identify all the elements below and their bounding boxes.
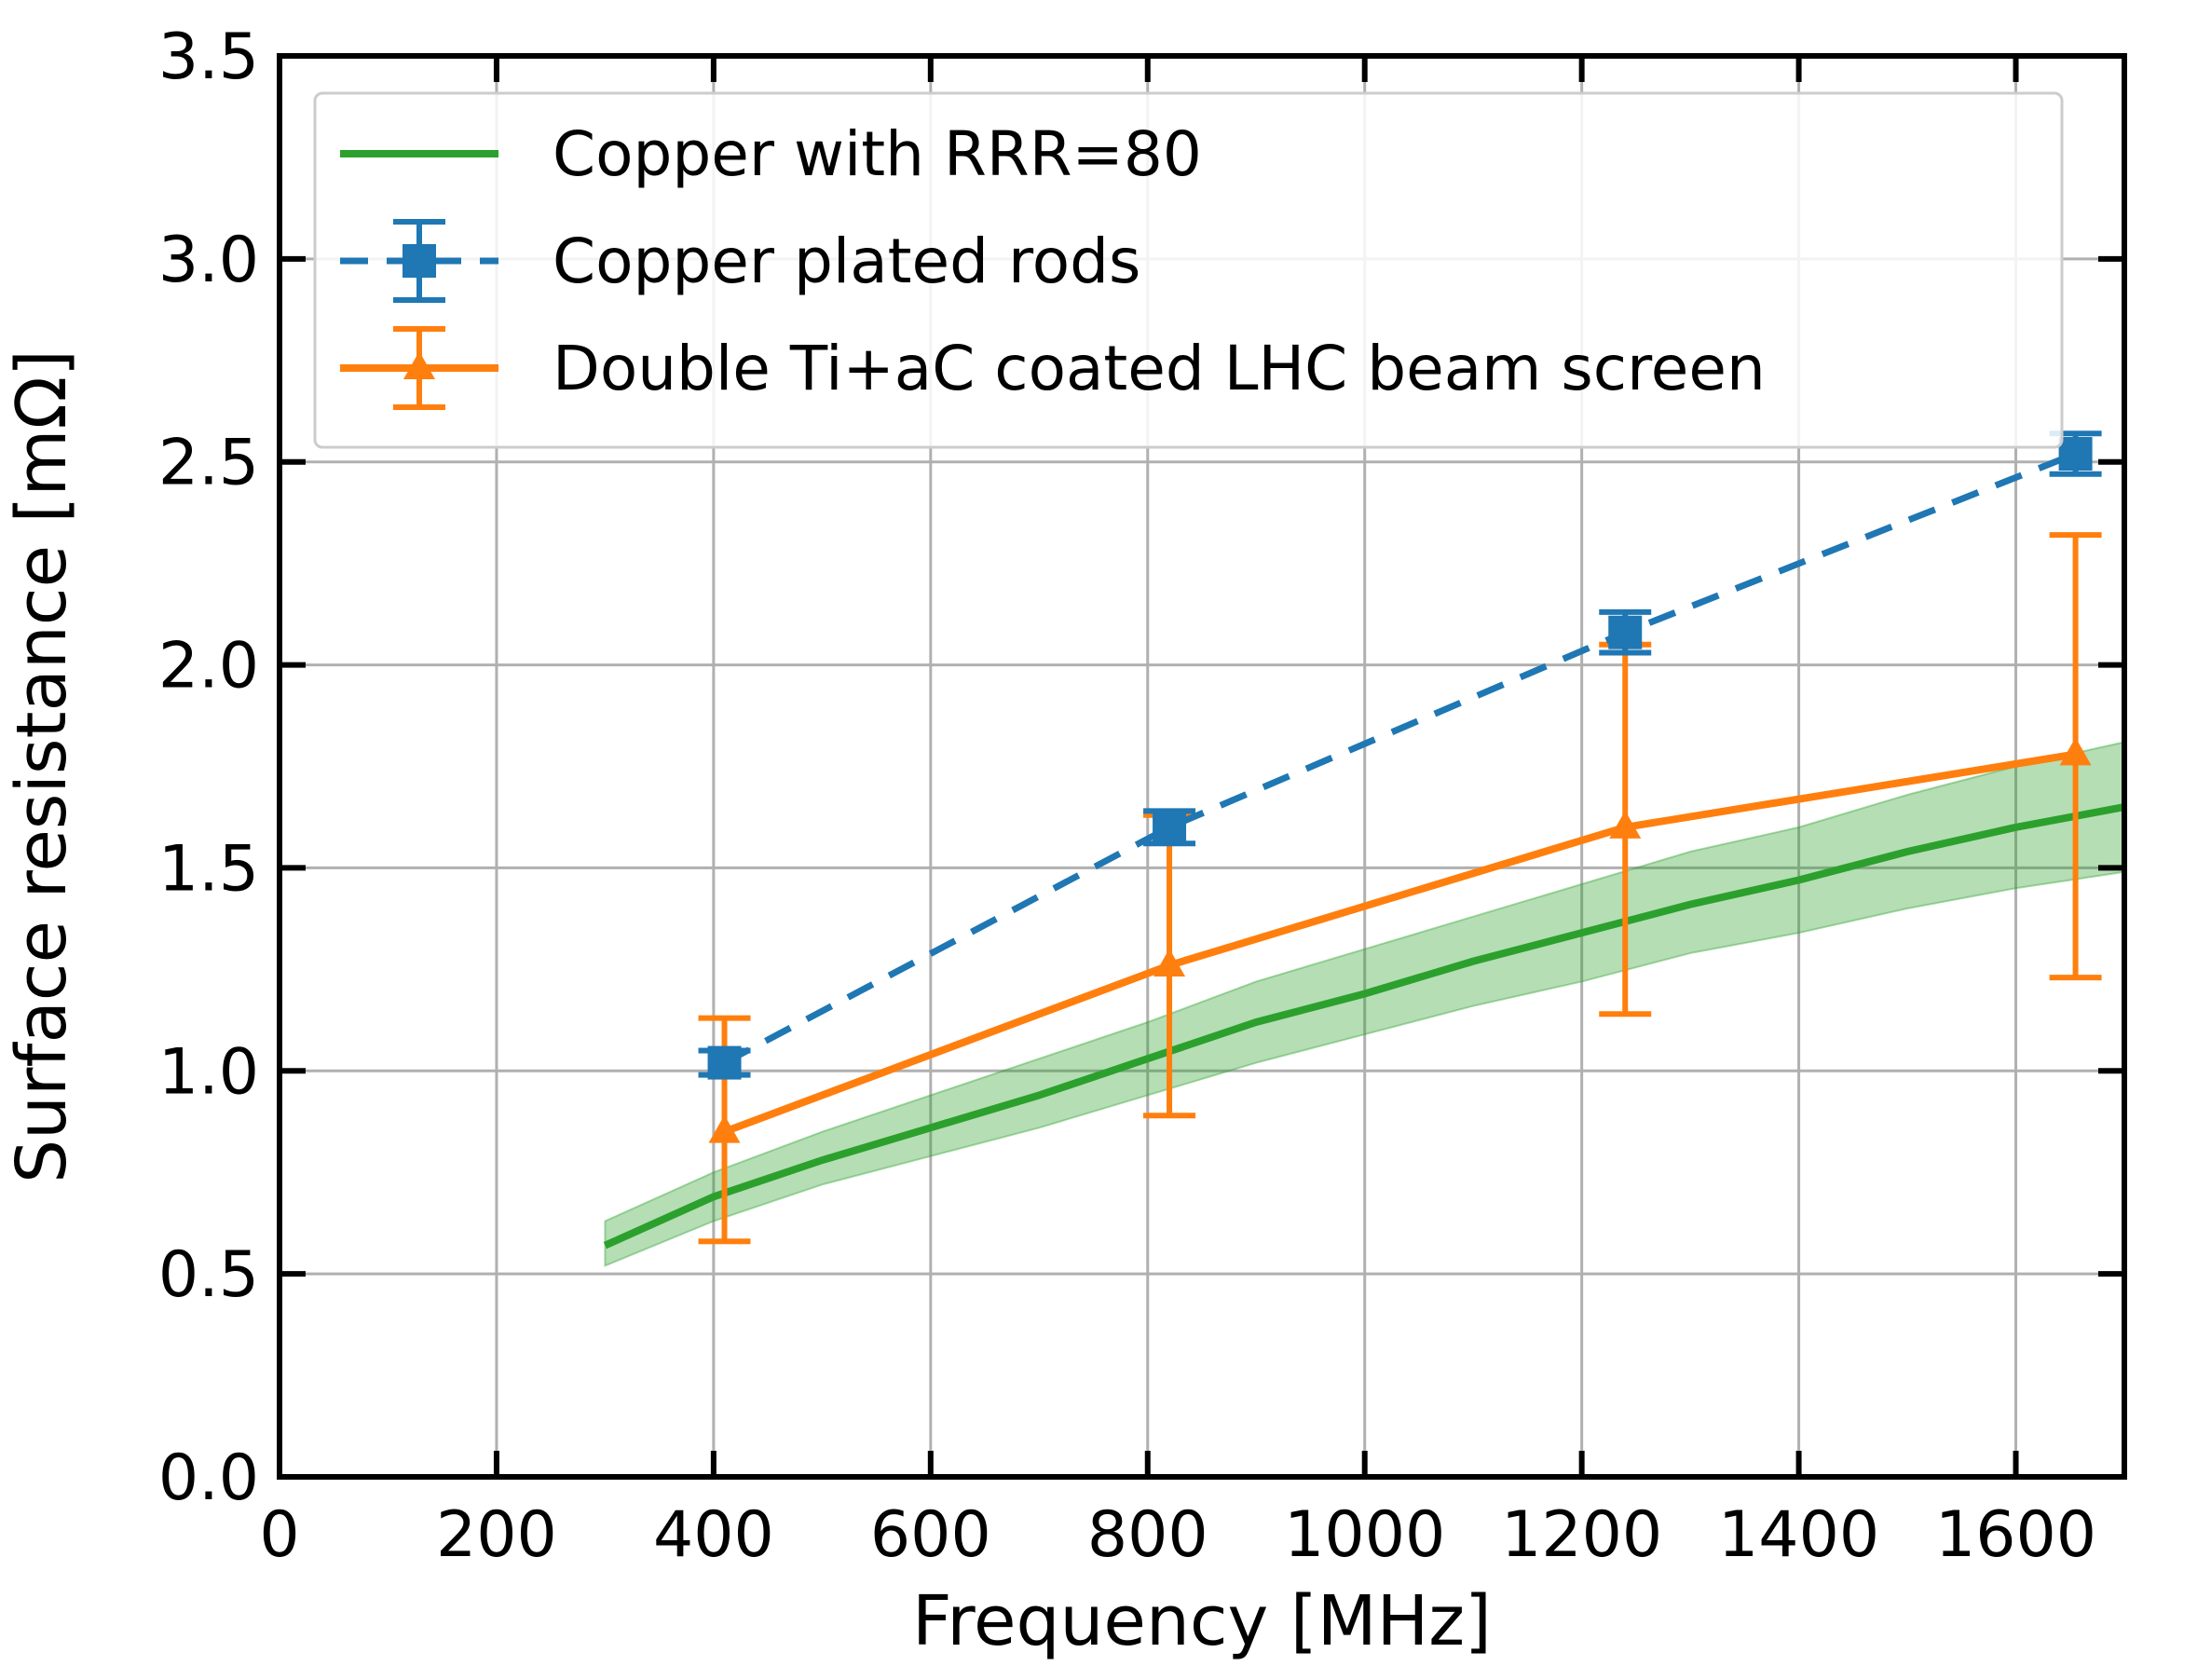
ti-ac-triangle-marker: [1153, 949, 1186, 977]
copper-plated-rods-square-marker: [707, 1045, 742, 1080]
x-tick-label: 1600: [1935, 1498, 2096, 1572]
ti-ac-triangle-marker: [1609, 810, 1642, 839]
x-tick-label: 400: [653, 1498, 774, 1572]
x-tick-label: 1400: [1718, 1498, 1879, 1572]
y-tick-label: 1.5: [158, 832, 259, 906]
series-layer: [603, 430, 2125, 1250]
x-tick-labels: 0 200 400 600 800 1000 1200 1400 1600: [259, 1498, 2096, 1572]
y-axis-title: Surface resistance [mΩ]: [2, 349, 82, 1183]
copper-plated-rods-square-marker: [1153, 810, 1187, 844]
y-tick-labels: 0.0 0.5 1.0 1.5 2.0 2.5 3.0 3.5: [158, 20, 259, 1515]
x-tick-label: 0: [259, 1498, 299, 1572]
ti-ac-triangle-marker: [2059, 737, 2092, 766]
ti-ac-beam-screen-line: [723, 750, 2077, 1136]
y-tick-label: 2.5: [158, 427, 259, 500]
legend-label-ti-ac-beam-screen: Double Ti+aC coated LHC beam screen: [553, 333, 1766, 404]
x-tick-label: 1000: [1284, 1498, 1445, 1572]
y-tick-label: 3.5: [158, 20, 259, 94]
legend-box: [313, 91, 2064, 449]
ti-ac-triangle-marker: [708, 1114, 741, 1143]
x-axis-title: Frequency [MHz]: [912, 1581, 1492, 1661]
ticks: [277, 53, 2124, 1480]
plot-frame: [277, 53, 2127, 1480]
x-tick-label: 800: [1087, 1498, 1208, 1572]
legend-orange-triangle-marker: [403, 351, 435, 379]
x-tick-label: 600: [870, 1498, 991, 1572]
legend-label-copper-plated-rods: Copper plated rods: [553, 225, 1140, 297]
copper-plated-rods-dashed-line: [722, 450, 2077, 1066]
copper-plated-rods-square-marker: [1608, 615, 1643, 649]
y-tick-label: 3.0: [158, 224, 259, 297]
y-tick-label: 1.0: [158, 1035, 259, 1109]
copper-rrr80-line: [603, 803, 2125, 1250]
y-tick-label: 0.5: [158, 1238, 259, 1312]
copper-plated-rods-square-marker: [2058, 437, 2093, 471]
y-tick-label: 2.0: [158, 630, 259, 703]
legend-label-copper-rrr80: Copper with RRR=80: [553, 118, 1202, 190]
legend-blue-square-marker: [403, 244, 436, 278]
x-tick-label: 200: [436, 1498, 557, 1572]
legend-symbol-copper-plated-rods: [340, 219, 498, 303]
y-tick-label: 0.0: [158, 1441, 259, 1515]
legend: Copper with RRR=80 Copper plated rods Do…: [313, 91, 2064, 449]
legend-symbol-ti-ac-beam-screen: [340, 326, 498, 410]
x-tick-label: 1200: [1501, 1498, 1662, 1572]
